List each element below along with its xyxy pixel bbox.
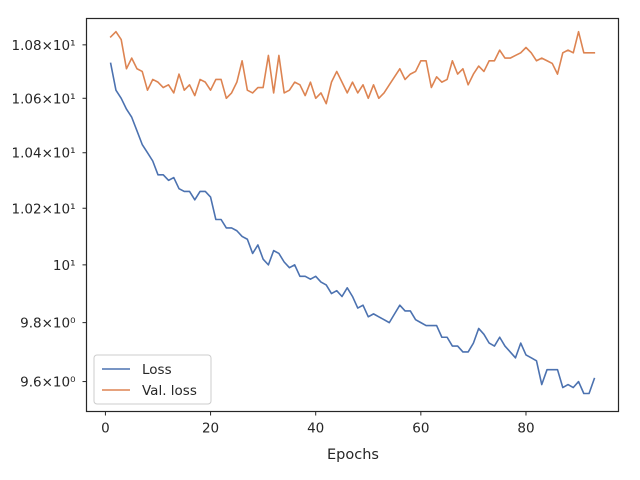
plot-frame <box>85 17 620 413</box>
y-tick-label: 9.6×10⁰ <box>20 375 75 391</box>
x-tick-label: 80 <box>517 421 534 437</box>
legend-box <box>93 354 212 405</box>
legend-label: Val. loss <box>142 383 197 399</box>
x-axis-label: Epochs <box>327 447 379 463</box>
y-tick-label: 1.04×10¹ <box>12 146 76 162</box>
series-line-val-loss <box>109 30 596 105</box>
x-axis: 0 20 40 60 80 <box>101 411 535 437</box>
plot-area <box>86 18 619 412</box>
x-tick-label: 40 <box>307 421 324 437</box>
legend: Loss Val. loss <box>93 354 212 405</box>
x-tick-label: 0 <box>101 421 110 437</box>
y-tick-label: 9.8×10⁰ <box>20 316 75 332</box>
series-layer <box>109 30 596 395</box>
legend-label: Loss <box>142 362 172 378</box>
y-axis: 9.6×10⁰ 9.8×10⁰ 10¹ 1.02×10¹ 1.04×10¹ 1.06×10… <box>12 38 87 391</box>
series-line-loss <box>109 62 596 395</box>
y-tick-label: 1.02×10¹ <box>12 201 76 217</box>
y-tick-label: 10¹ <box>53 258 76 274</box>
x-tick-label: 20 <box>202 421 219 437</box>
x-tick-label: 60 <box>412 421 429 437</box>
y-tick-label: 1.06×10¹ <box>12 91 76 107</box>
y-tick-label: 1.08×10¹ <box>12 38 76 54</box>
